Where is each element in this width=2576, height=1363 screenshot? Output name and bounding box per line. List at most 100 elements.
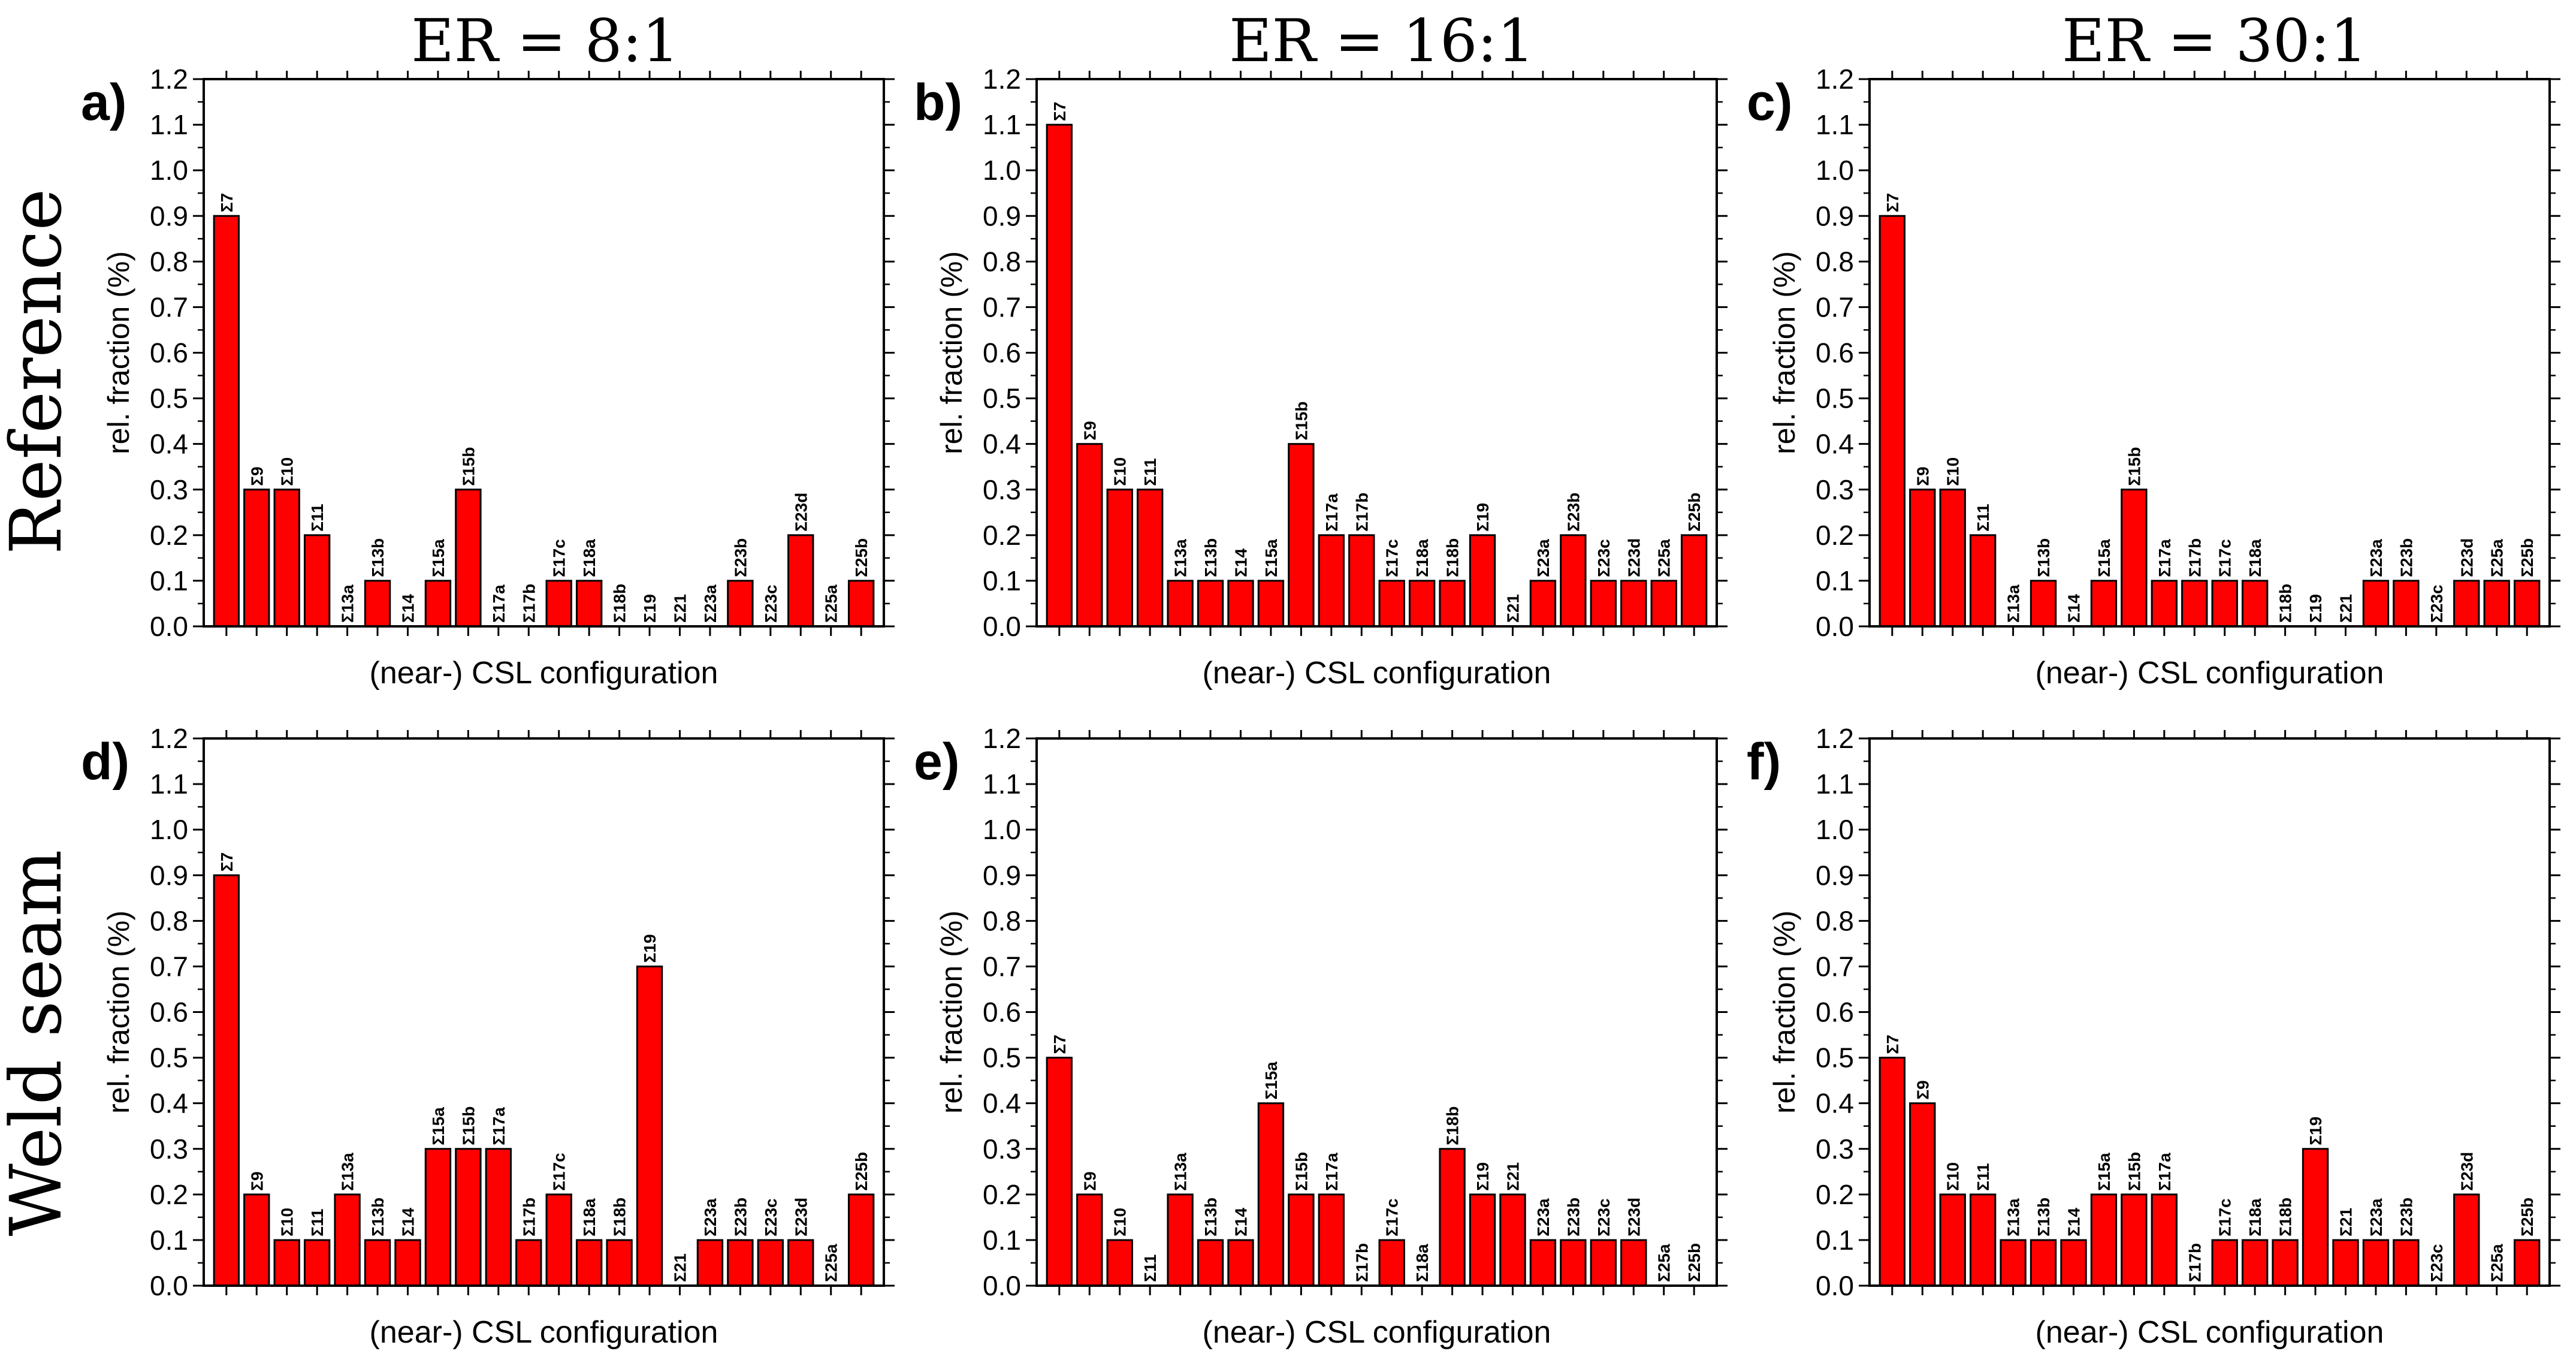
bar bbox=[273, 1239, 300, 1287]
y-tick-label: 0.9 bbox=[150, 860, 188, 891]
bar bbox=[545, 1193, 572, 1287]
bar bbox=[2060, 1239, 2087, 1287]
bar-data-label: Σ21 bbox=[671, 1253, 690, 1282]
bar-data-label: Σ23c bbox=[1594, 1198, 1613, 1237]
bar-data-label: Σ17b bbox=[1352, 1243, 1371, 1282]
y-tick-label: 0.8 bbox=[150, 246, 188, 277]
bar-data-label: Σ15b bbox=[459, 447, 478, 486]
bar-data-label: Σ23b bbox=[731, 1198, 750, 1237]
bar bbox=[1529, 1239, 1557, 1287]
bar-data-label: Σ23b bbox=[2397, 1198, 2415, 1237]
bar-data-label: Σ14 bbox=[1232, 1208, 1251, 1237]
bar-data-label: Σ7 bbox=[1050, 102, 1069, 121]
bar bbox=[1439, 580, 1466, 628]
y-tick-label: 0.5 bbox=[983, 1042, 1021, 1073]
y-tick-label: 0.5 bbox=[1816, 1042, 1854, 1073]
panel-label: f) bbox=[1747, 733, 1781, 791]
y-tick-label: 0.2 bbox=[1816, 1179, 1854, 1210]
y-tick-label: 0.6 bbox=[150, 997, 188, 1028]
bar-data-label: Σ17c bbox=[550, 539, 569, 577]
y-tick-label: 1.0 bbox=[150, 814, 188, 845]
bar bbox=[1197, 580, 1224, 628]
bar bbox=[787, 1239, 814, 1287]
bar-data-label: Σ23b bbox=[731, 538, 750, 577]
bar bbox=[636, 965, 663, 1287]
bar bbox=[1378, 580, 1405, 628]
bar bbox=[1197, 1239, 1224, 1287]
y-tick-label: 0.8 bbox=[1816, 905, 1854, 936]
y-tick-label: 0.3 bbox=[983, 1133, 1021, 1165]
y-tick-label: 1.1 bbox=[983, 768, 1021, 800]
bar bbox=[2030, 1239, 2057, 1287]
bar bbox=[1288, 443, 1315, 628]
bar bbox=[1076, 1193, 1103, 1287]
bar-data-label: Σ18b bbox=[2276, 1198, 2295, 1237]
y-tick-label: 0.2 bbox=[983, 520, 1021, 551]
bar bbox=[2090, 580, 2118, 628]
bar-data-label: Σ17c bbox=[2216, 1198, 2234, 1237]
y-tick-label: 0.4 bbox=[1816, 1088, 1854, 1119]
bar bbox=[1969, 1193, 1997, 1287]
bar-data-label: Σ23d bbox=[792, 1198, 810, 1237]
bar bbox=[727, 580, 754, 628]
bar bbox=[1939, 1193, 1966, 1287]
column-title-er-8: ER = 8:1 bbox=[411, 7, 680, 76]
bar bbox=[1378, 1239, 1405, 1287]
bar bbox=[2393, 1239, 2420, 1287]
bar bbox=[1136, 488, 1164, 628]
bar-data-label: Σ18a bbox=[1413, 1244, 1432, 1282]
y-tick-label: 0.7 bbox=[150, 291, 188, 322]
bar-data-label: Σ7 bbox=[1050, 1035, 1069, 1054]
y-tick-label: 1.2 bbox=[150, 66, 188, 95]
bar-data-label: Σ14 bbox=[2065, 594, 2083, 623]
bar bbox=[1227, 1239, 1254, 1287]
bar-data-label: Σ13a bbox=[1171, 1153, 1190, 1191]
bar-data-label: Σ13a bbox=[2004, 1198, 2023, 1237]
bar-data-label: Σ9 bbox=[247, 1171, 266, 1190]
y-tick-label: 1.0 bbox=[150, 155, 188, 186]
y-tick-label: 0.4 bbox=[150, 429, 188, 460]
y-tick-label: 0.7 bbox=[1816, 291, 1854, 322]
y-tick-label: 0.4 bbox=[983, 1088, 1021, 1119]
bar-data-label: Σ19 bbox=[641, 594, 659, 623]
plot-frame bbox=[203, 78, 885, 628]
y-tick-label: 0.7 bbox=[983, 291, 1021, 322]
bar bbox=[455, 488, 482, 628]
bar bbox=[2513, 1239, 2541, 1287]
bar bbox=[2453, 580, 2480, 628]
bar-data-label: Σ18b bbox=[611, 584, 629, 623]
x-axis-label: (near-) CSL configuration bbox=[370, 1315, 718, 1350]
y-tick-label: 0.9 bbox=[150, 200, 188, 231]
x-axis-label: (near-) CSL configuration bbox=[1203, 656, 1551, 690]
bar bbox=[606, 1239, 633, 1287]
bar-data-label: Σ15b bbox=[1292, 1152, 1310, 1191]
x-axis-label: (near-) CSL configuration bbox=[2036, 1315, 2384, 1350]
bar bbox=[2090, 1193, 2118, 1287]
y-tick-label: 1.0 bbox=[983, 814, 1021, 845]
bar bbox=[1076, 443, 1103, 628]
bar-data-label: Σ21 bbox=[2337, 594, 2355, 623]
y-tick-label: 0.4 bbox=[1816, 429, 1854, 460]
bar bbox=[2241, 580, 2269, 628]
bar bbox=[424, 1148, 452, 1287]
bar-data-label: Σ25a bbox=[2488, 539, 2506, 577]
plot-frame bbox=[1035, 78, 1718, 628]
bar bbox=[2332, 1239, 2359, 1287]
bar-data-label: Σ10 bbox=[1111, 457, 1130, 486]
bar-data-label: Σ15b bbox=[1292, 402, 1310, 441]
y-tick-label: 0.3 bbox=[150, 1133, 188, 1165]
bar-data-label: Σ13a bbox=[339, 584, 357, 623]
bar-data-label: Σ25b bbox=[852, 538, 871, 577]
bar-data-label: Σ25a bbox=[822, 584, 841, 623]
y-tick-label: 0.8 bbox=[150, 905, 188, 936]
bar bbox=[1046, 123, 1073, 628]
bar-data-label: Σ7 bbox=[1883, 1035, 1902, 1054]
bar bbox=[2513, 580, 2541, 628]
bar-data-label: Σ23d bbox=[2457, 538, 2476, 577]
bar bbox=[1499, 1193, 1526, 1287]
bar-data-label: Σ18a bbox=[580, 539, 599, 577]
panel-label: d) bbox=[81, 733, 129, 791]
bar-data-label: Σ7 bbox=[1883, 193, 1902, 212]
bar-data-label: Σ13b bbox=[369, 538, 387, 577]
bar-data-label: Σ23c bbox=[2427, 1244, 2446, 1282]
